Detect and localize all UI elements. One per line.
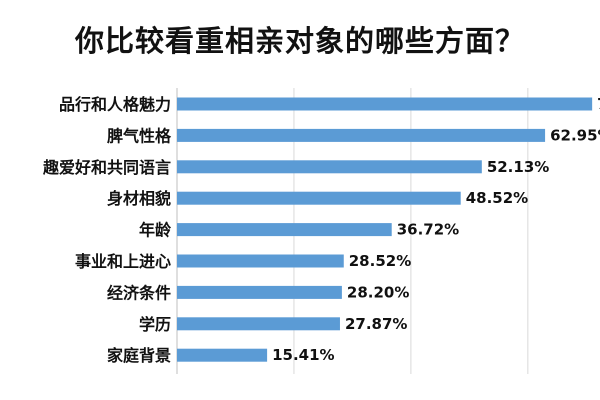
category-label-0: 品行和人格魅力 — [59, 95, 171, 114]
value-label-5: 28.52% — [349, 252, 411, 270]
value-label-8: 15.41% — [272, 346, 334, 364]
bar-4 — [177, 223, 392, 237]
category-label-5: 事业和上进心 — [75, 252, 171, 271]
bar-8 — [177, 348, 268, 362]
value-label-1: 62.95% — [550, 126, 600, 144]
bar-5 — [177, 254, 344, 268]
bar-1 — [177, 128, 546, 142]
category-label-6: 经济条件 — [107, 283, 171, 302]
value-label-7: 27.87% — [345, 315, 407, 333]
value-label-6: 28.20% — [347, 283, 409, 301]
chart-title: 你比较看重相亲对象的哪些方面？ — [74, 24, 525, 58]
value-label-4: 36.72% — [397, 221, 459, 239]
bar-3 — [177, 191, 461, 205]
value-label-2: 52.13% — [487, 158, 549, 176]
category-label-2: 趣爱好和共同语言 — [42, 158, 171, 177]
bar-6 — [177, 285, 342, 299]
category-label-1: 脾气性格 — [107, 126, 172, 145]
category-label-4: 年龄 — [139, 221, 172, 240]
value-label-0: 71. — [597, 95, 600, 113]
category-label-3: 身材相貌 — [107, 189, 171, 208]
bar-2 — [177, 160, 482, 174]
bar-0 — [177, 97, 593, 111]
bar-7 — [177, 317, 340, 331]
value-label-3: 48.52% — [466, 189, 528, 207]
category-label-8: 家庭背景 — [107, 346, 171, 365]
category-label-7: 学历 — [139, 315, 171, 334]
